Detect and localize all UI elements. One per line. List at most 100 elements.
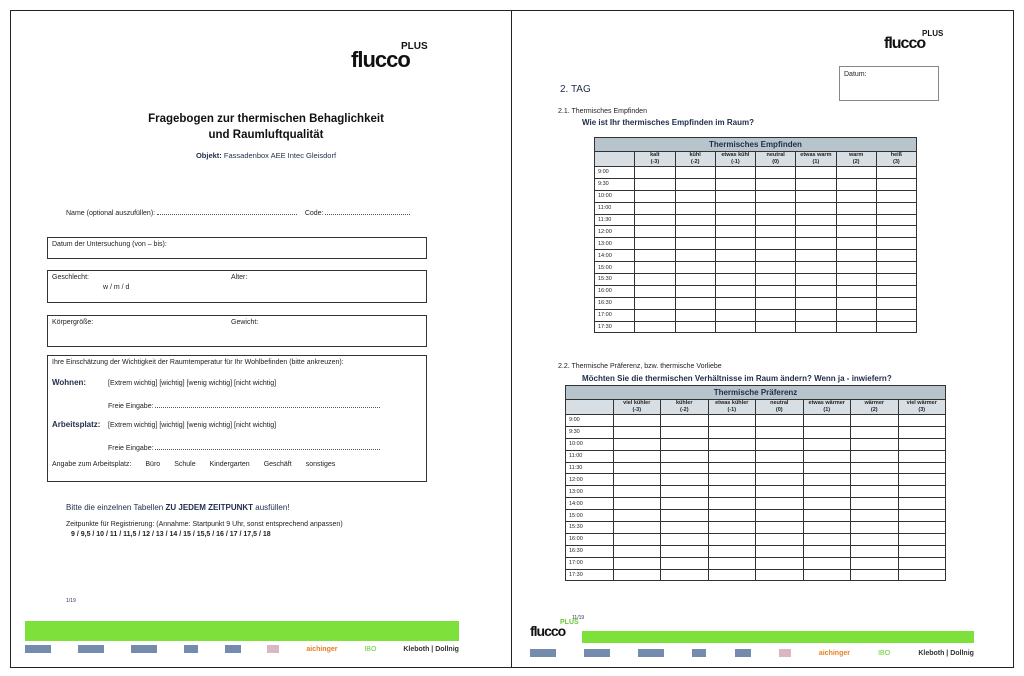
rating-cell[interactable] bbox=[802, 509, 851, 523]
rating-cell[interactable] bbox=[754, 320, 797, 334]
rating-cell[interactable] bbox=[634, 320, 676, 334]
rating-cell[interactable] bbox=[714, 225, 757, 239]
rating-cell[interactable] bbox=[754, 237, 797, 251]
rating-cell[interactable] bbox=[875, 296, 918, 310]
rating-cell[interactable] bbox=[714, 189, 757, 203]
rating-cell[interactable] bbox=[634, 249, 676, 263]
rating-cell[interactable] bbox=[660, 473, 709, 487]
rating-cell[interactable] bbox=[802, 414, 851, 427]
rating-cell[interactable] bbox=[795, 249, 837, 263]
rating-cell[interactable] bbox=[755, 521, 804, 534]
rating-cell[interactable] bbox=[707, 461, 756, 475]
rating-cell[interactable] bbox=[707, 425, 756, 439]
rating-cell[interactable] bbox=[674, 273, 716, 286]
rating-cell[interactable] bbox=[802, 473, 851, 487]
rating-cell[interactable] bbox=[714, 284, 757, 298]
rating-cell[interactable] bbox=[634, 296, 676, 310]
rating-cell[interactable] bbox=[835, 249, 877, 263]
geschlecht-alter-field[interactable]: Geschlecht: w / m / d Alter: bbox=[47, 270, 427, 303]
rating-cell[interactable] bbox=[707, 509, 756, 523]
rating-cell[interactable] bbox=[674, 320, 716, 334]
rating-cell[interactable] bbox=[612, 473, 661, 487]
rating-cell[interactable] bbox=[660, 461, 709, 475]
rating-cell[interactable] bbox=[674, 237, 716, 251]
rating-cell[interactable] bbox=[755, 473, 804, 487]
rating-cell[interactable] bbox=[754, 308, 797, 322]
rating-cell[interactable] bbox=[835, 213, 877, 227]
rating-cell[interactable] bbox=[660, 544, 709, 558]
rating-cell[interactable] bbox=[835, 320, 877, 334]
rating-cell[interactable] bbox=[674, 296, 716, 310]
rating-cell[interactable] bbox=[612, 425, 661, 439]
rating-cell[interactable] bbox=[634, 237, 676, 251]
rating-cell[interactable] bbox=[634, 189, 676, 203]
rating-cell[interactable] bbox=[835, 225, 877, 239]
rating-cell[interactable] bbox=[802, 461, 851, 475]
rating-cell[interactable] bbox=[850, 461, 899, 475]
rating-cell[interactable] bbox=[755, 485, 804, 499]
rating-cell[interactable] bbox=[897, 532, 946, 546]
name-field[interactable]: Name (optional auszufüllen): Code: bbox=[66, 208, 411, 217]
rating-cell[interactable] bbox=[634, 308, 676, 322]
rating-cell[interactable] bbox=[897, 544, 946, 558]
rating-cell[interactable] bbox=[835, 273, 877, 286]
rating-cell[interactable] bbox=[660, 485, 709, 499]
rating-cell[interactable] bbox=[707, 521, 756, 534]
rating-cell[interactable] bbox=[755, 449, 804, 463]
rating-cell[interactable] bbox=[714, 177, 757, 191]
arbeit-options[interactable]: [Extrem wichtig] [wichtig] [wenig wichti… bbox=[108, 422, 277, 429]
rating-cell[interactable] bbox=[674, 249, 716, 263]
rating-cell[interactable] bbox=[714, 237, 757, 251]
rating-cell[interactable] bbox=[707, 532, 756, 546]
rating-cell[interactable] bbox=[755, 532, 804, 546]
rating-cell[interactable] bbox=[802, 532, 851, 546]
rating-cell[interactable] bbox=[660, 425, 709, 439]
rating-cell[interactable] bbox=[754, 201, 797, 215]
rating-cell[interactable] bbox=[674, 201, 716, 215]
rating-cell[interactable] bbox=[754, 177, 797, 191]
rating-cell[interactable] bbox=[835, 261, 877, 275]
rating-cell[interactable] bbox=[795, 166, 837, 179]
rating-cell[interactable] bbox=[802, 544, 851, 558]
rating-cell[interactable] bbox=[875, 237, 918, 251]
rating-cell[interactable] bbox=[707, 437, 756, 451]
rating-cell[interactable] bbox=[714, 308, 757, 322]
rating-cell[interactable] bbox=[897, 414, 946, 427]
rating-cell[interactable] bbox=[875, 273, 918, 286]
rating-cell[interactable] bbox=[674, 261, 716, 275]
rating-cell[interactable] bbox=[634, 177, 676, 191]
rating-cell[interactable] bbox=[795, 201, 837, 215]
rating-cell[interactable] bbox=[850, 473, 899, 487]
rating-cell[interactable] bbox=[875, 189, 918, 203]
rating-cell[interactable] bbox=[897, 509, 946, 523]
rating-cell[interactable] bbox=[754, 166, 797, 179]
datum-field[interactable]: Datum der Untersuchung (von – bis): bbox=[47, 237, 427, 259]
rating-cell[interactable] bbox=[897, 521, 946, 534]
rating-cell[interactable] bbox=[850, 568, 899, 582]
rating-cell[interactable] bbox=[795, 261, 837, 275]
rating-cell[interactable] bbox=[714, 261, 757, 275]
angabe-arbeitsplatz[interactable]: Angabe zum Arbeitsplatz: Büro Schule Kinde… bbox=[52, 461, 336, 468]
rating-cell[interactable] bbox=[674, 308, 716, 322]
rating-cell[interactable] bbox=[634, 261, 676, 275]
wohnen-options[interactable]: [Extrem wichtig] [wichtig] [wenig wichti… bbox=[108, 380, 277, 387]
rating-cell[interactable] bbox=[850, 532, 899, 546]
rating-cell[interactable] bbox=[707, 473, 756, 487]
koerper-gewicht-field[interactable]: Körpergröße: Gewicht: bbox=[47, 315, 427, 347]
rating-cell[interactable] bbox=[875, 284, 918, 298]
rating-cell[interactable] bbox=[795, 296, 837, 310]
rating-cell[interactable] bbox=[835, 177, 877, 191]
rating-cell[interactable] bbox=[754, 249, 797, 263]
rating-cell[interactable] bbox=[802, 521, 851, 534]
rating-cell[interactable] bbox=[674, 177, 716, 191]
rating-cell[interactable] bbox=[634, 166, 676, 179]
rating-cell[interactable] bbox=[802, 497, 851, 511]
rating-cell[interactable] bbox=[897, 449, 946, 463]
rating-cell[interactable] bbox=[850, 544, 899, 558]
rating-cell[interactable] bbox=[755, 556, 804, 570]
rating-cell[interactable] bbox=[674, 284, 716, 298]
rating-cell[interactable] bbox=[850, 425, 899, 439]
rating-cell[interactable] bbox=[612, 556, 661, 570]
rating-cell[interactable] bbox=[802, 449, 851, 463]
rating-cell[interactable] bbox=[802, 556, 851, 570]
